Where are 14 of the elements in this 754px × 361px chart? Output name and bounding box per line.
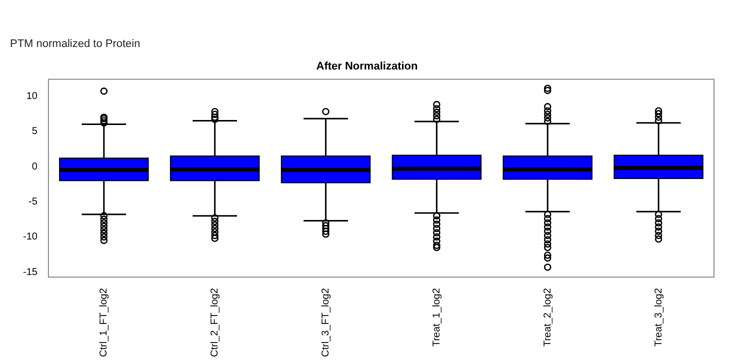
x-tick-label: Treat_1_log2 [431,288,442,347]
y-tick-label: -15 [23,266,38,278]
y-tick-label: 10 [26,90,38,102]
x-tick-label: Ctrl_3_FT_log2 [320,288,332,357]
y-tick-label: 0 [32,161,38,172]
chart-title: After Normalization [316,60,418,73]
chart-subtitle: PTM normalized to Protein [10,38,140,50]
y-tick-label: -5 [28,196,38,208]
x-tick-label: Ctrl_2_FT_log2 [210,288,221,357]
y-tick-label: -10 [23,232,38,243]
y-tick-label: 5 [32,126,38,138]
x-tick-label: Ctrl_1_FT_log2 [98,288,110,357]
x-tick-label: Treat_2_log2 [542,288,554,347]
x-tick-label: Treat_3_log2 [653,288,664,347]
